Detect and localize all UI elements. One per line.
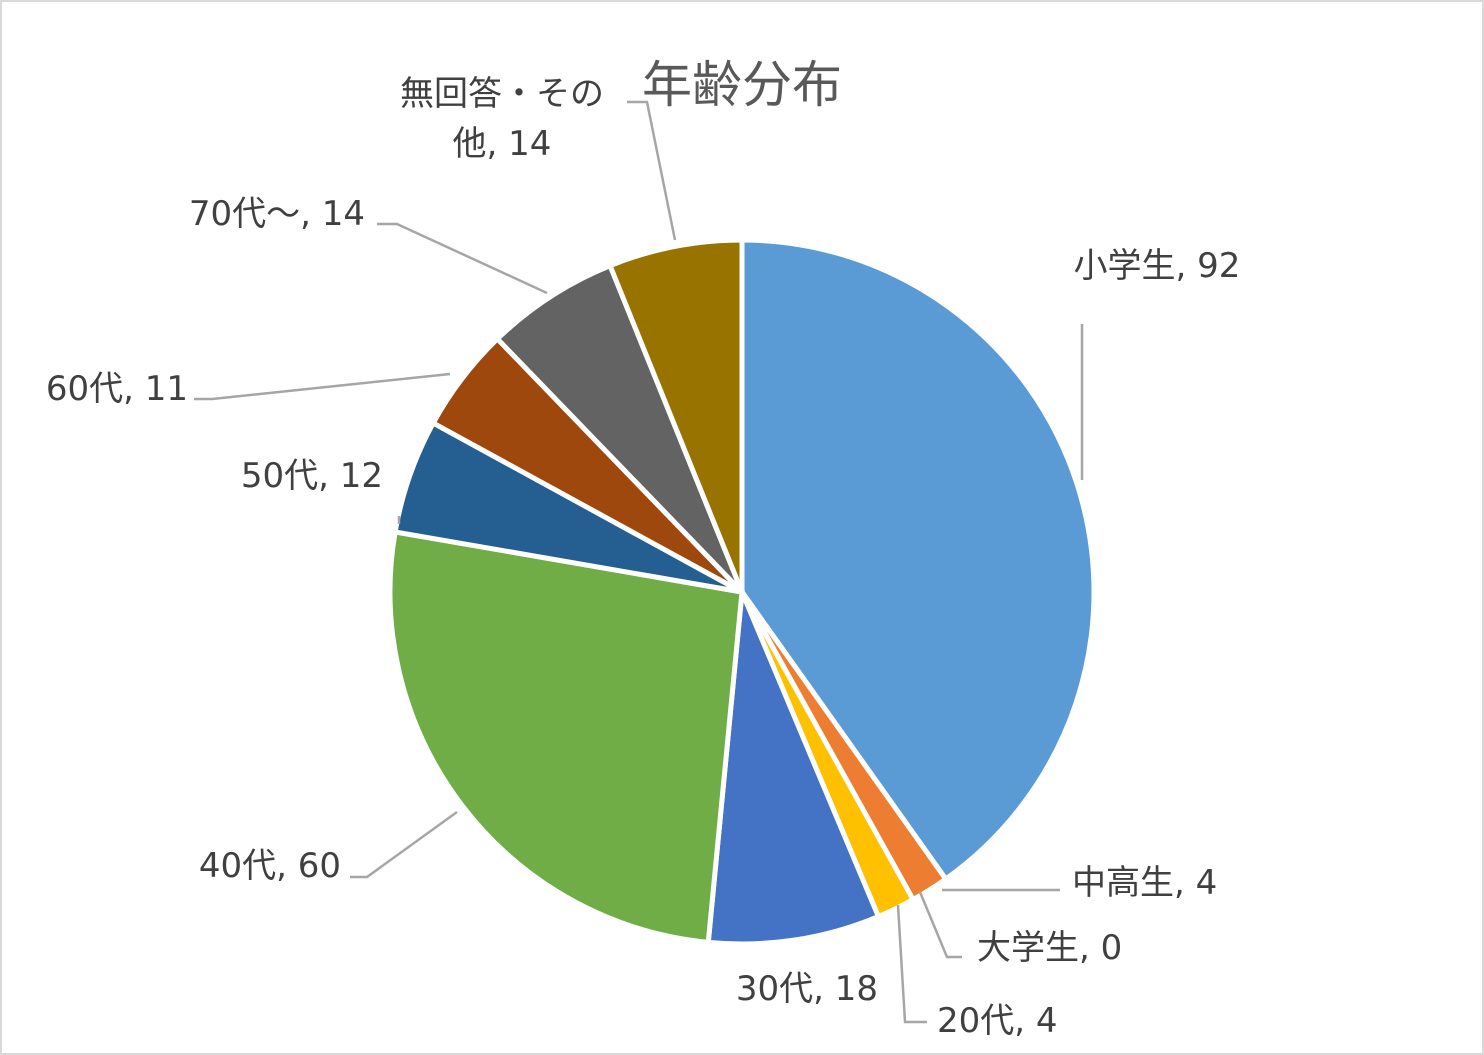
leader-line-4 — [896, 904, 927, 1024]
pie-slices — [387, 237, 1097, 947]
data-label-2: 中高生, 4 — [1072, 863, 1217, 903]
data-label-9: 70代～, 14 — [189, 194, 365, 234]
data-label-6: 40代, 60 — [199, 846, 341, 886]
chart-title: 年齢分布 — [642, 56, 842, 114]
slice-10 — [606, 237, 745, 593]
data-label-3: 大学生, 0 — [977, 928, 1122, 968]
data-label-1: 小学生, 92 — [1074, 246, 1241, 286]
leader-lines — [194, 100, 1084, 1024]
data-label-7: 50代, 12 — [241, 456, 383, 496]
data-label-5: 30代, 18 — [736, 969, 878, 1009]
leader-line-6 — [350, 810, 458, 879]
leader-line-3 — [918, 891, 962, 959]
leader-line-8 — [194, 372, 451, 401]
data-label-10: 無回答・その他, 14 — [400, 74, 604, 164]
data-label-4: 20代, 4 — [937, 1001, 1058, 1041]
leader-line-10 — [627, 100, 677, 241]
data-label-8: 60代, 11 — [46, 369, 188, 409]
slice-9 — [493, 262, 745, 594]
leader-line-9 — [377, 222, 548, 295]
slice-5 — [705, 591, 882, 947]
data-labels: 小学生, 92 中高生, 4 大学生, 0 20代, 4 30代, 18 40代, 60 5… — [46, 74, 1241, 1041]
slice-6 — [387, 529, 745, 946]
slice-1 — [739, 237, 1097, 883]
